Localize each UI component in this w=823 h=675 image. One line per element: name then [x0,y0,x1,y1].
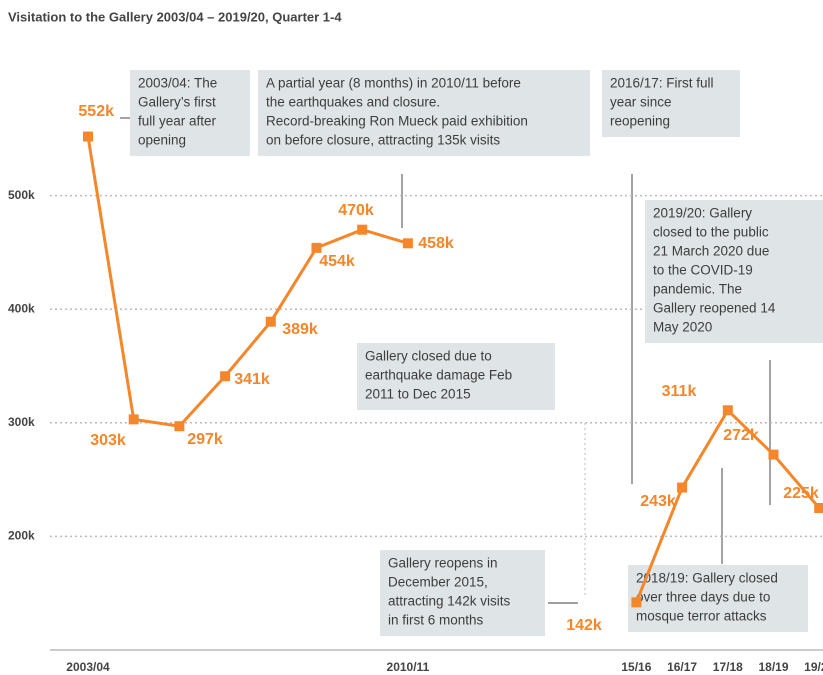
annotation-text: Record-breaking Ron Mueck paid exhibitio… [266,114,528,129]
annotation-text: Gallery closed due to [365,349,492,364]
marker [174,421,185,432]
data-label: 225k [783,485,819,502]
marker [677,482,688,493]
annotation-text: 2003/04: The [138,76,217,91]
annotation-text: attracting 142k visits [388,594,511,609]
annotation-box [357,343,555,410]
marker [402,238,413,249]
connectors [120,117,771,604]
data-label: 341k [234,371,270,388]
annotation-box [645,200,823,343]
annotation-text: full year after [138,114,217,129]
annotation-text: Gallery reopened 14 [653,301,776,316]
x-tick-label: 17/18 [713,660,743,674]
data-label: 458k [418,235,454,252]
annotation-text: reopening [610,114,670,129]
annotation-text: over three days due to [636,590,770,605]
annotation-text: earthquake damage Feb [365,368,512,383]
data-label: 142k [566,617,602,634]
marker [768,449,779,460]
marker [220,371,231,382]
annotation-text: on before closure, attracting 135k visit… [266,133,500,148]
marker [128,414,139,425]
x-tick-label: 2003/04 [66,660,110,674]
annotation-text: pandemic. The [653,282,742,297]
annotation-text: 2016/17: First full [610,76,714,91]
annotation-box [628,565,808,632]
annotation-text: the earthquakes and closure. [266,95,440,110]
annotation-text: mosque terror attacks [636,609,767,624]
marker [83,131,93,142]
chart-title: Visitation to the Gallery 2003/04 – 2019… [8,9,342,24]
annotation-box [258,70,590,156]
data-label: 303k [90,432,126,449]
annotation-text: opening [138,133,186,148]
annotation-box [380,550,545,636]
annotation-text: Gallery’s first [138,95,216,110]
y-tick-label: 500k [8,188,35,202]
marker [265,316,276,327]
marker [814,503,823,513]
x-tick-label: 16/17 [667,660,697,674]
x-tick-label: 15/16 [621,660,651,674]
x-tick-label: 18/19 [758,660,788,674]
marker [311,242,322,253]
annotation-text: A partial year (8 months) in 2010/11 bef… [266,76,521,91]
data-label: 311k [662,383,697,400]
data-label: 552k [78,103,114,120]
annotation-text: 2019/20: Gallery [653,206,752,221]
annotation-text: closed to the public [653,225,769,240]
data-label: 272k [723,427,759,444]
data-label: 297k [187,431,223,448]
annotation-text: 2018/19: Gallery closed [636,571,778,586]
x-tick-label: 19/20 [804,660,823,674]
data-label: 454k [319,253,355,270]
annotation-text: 2011 to Dec 2015 [365,387,471,402]
data-label: 389k [282,321,318,338]
annotation-text: May 2020 [653,320,712,335]
y-tick-label: 300k [8,415,35,429]
marker [631,597,642,608]
annotation-box [130,70,250,156]
annotation-text: to the COVID-19 [653,263,753,278]
annotation-text: Gallery reopens in [388,556,498,571]
annotation-text: year since [610,95,672,110]
annotation-text: 21 March 2020 due [653,244,769,259]
x-tick-label: 2010/11 [387,660,430,674]
y-tick-label: 400k [8,301,35,315]
data-label: 470k [338,202,374,219]
annotation-box [602,70,740,137]
line [86,136,409,428]
annotation-text: in first 6 months [388,613,484,628]
marker [357,224,368,235]
data-label: 243k [640,493,676,510]
annotation-text: December 2015, [388,575,488,590]
y-tick-label: 200k [8,529,35,543]
marker [722,405,733,416]
